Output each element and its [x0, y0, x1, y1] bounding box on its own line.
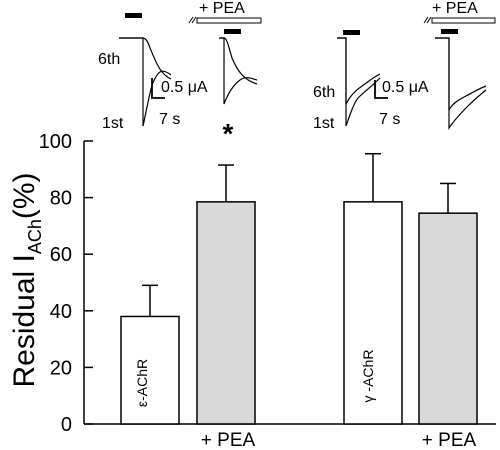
- inside-label-epsilon: ε-AChR: [134, 359, 150, 407]
- x-label-pea-2: + PEA: [422, 430, 477, 450]
- inside-label-gamma: γ -AChR: [360, 350, 376, 403]
- trace-left-6th: [119, 37, 172, 80]
- bar-control: [120, 315, 180, 425]
- inset-right: [337, 16, 496, 130]
- y-tick-label: 40: [50, 301, 72, 323]
- pea-break-left: [188, 16, 197, 24]
- scale-bar-right: [374, 80, 388, 99]
- pea-bar-right: [431, 17, 496, 24]
- trace-left-pea-1st: [219, 37, 258, 105]
- inset-left-scale-current: 0.5 μA: [161, 79, 208, 96]
- y-tick-label: 60: [50, 244, 72, 266]
- y-ticks: 0 20 40 60 80 100: [39, 131, 93, 436]
- inset-right-1st: 1st: [313, 115, 335, 132]
- y-axis-title-main: Residual I: [8, 254, 41, 387]
- x-label-pea-1: + PEA: [201, 430, 256, 450]
- bar-pea: [418, 212, 478, 425]
- y-axis-title-sub: ACh: [25, 219, 45, 254]
- pea-break-right: [423, 16, 432, 24]
- inset-right-pea-label: + PEA: [432, 0, 478, 17]
- y-tick-label: 100: [39, 131, 72, 153]
- trace-right-pea-6th: [435, 37, 487, 111]
- bar-pea: [196, 201, 256, 425]
- bars: [120, 152, 478, 425]
- inset-left-pea-label: + PEA: [199, 0, 245, 17]
- pea-bar-left: [196, 17, 262, 24]
- y-tick-label: 0: [61, 414, 72, 436]
- inset-right-scale-time: 7 s: [379, 111, 400, 128]
- significance-asterisk: *: [223, 118, 234, 149]
- agonist-bar-left-control: [125, 13, 142, 18]
- y-tick-label: 20: [50, 357, 72, 379]
- inset-left-scale-time: 7 s: [159, 111, 180, 128]
- bar-control: [343, 201, 403, 425]
- inset-left-6th: 6th: [98, 51, 120, 68]
- agonist-bar-right-control: [343, 30, 360, 35]
- y-tick-label: 80: [50, 188, 72, 210]
- trace-right-1st: [337, 37, 381, 127]
- inset-right-scale-current: 0.5 μA: [382, 79, 429, 96]
- y-axis-title-tail: (%): [8, 172, 41, 219]
- y-axis-title: Residual IACh(%): [8, 172, 45, 387]
- agonist-bar-right-pea: [441, 29, 458, 34]
- scale-bar-left: [151, 78, 165, 99]
- inset-left-1st: 1st: [102, 115, 124, 132]
- trace-right-6th: [337, 37, 381, 105]
- agonist-bar-left-pea: [224, 29, 241, 34]
- trace-right-pea-1st: [435, 37, 487, 130]
- inset-left: [119, 13, 262, 127]
- trace-left-pea-6th: [219, 37, 258, 85]
- inset-right-6th: 6th: [313, 84, 335, 101]
